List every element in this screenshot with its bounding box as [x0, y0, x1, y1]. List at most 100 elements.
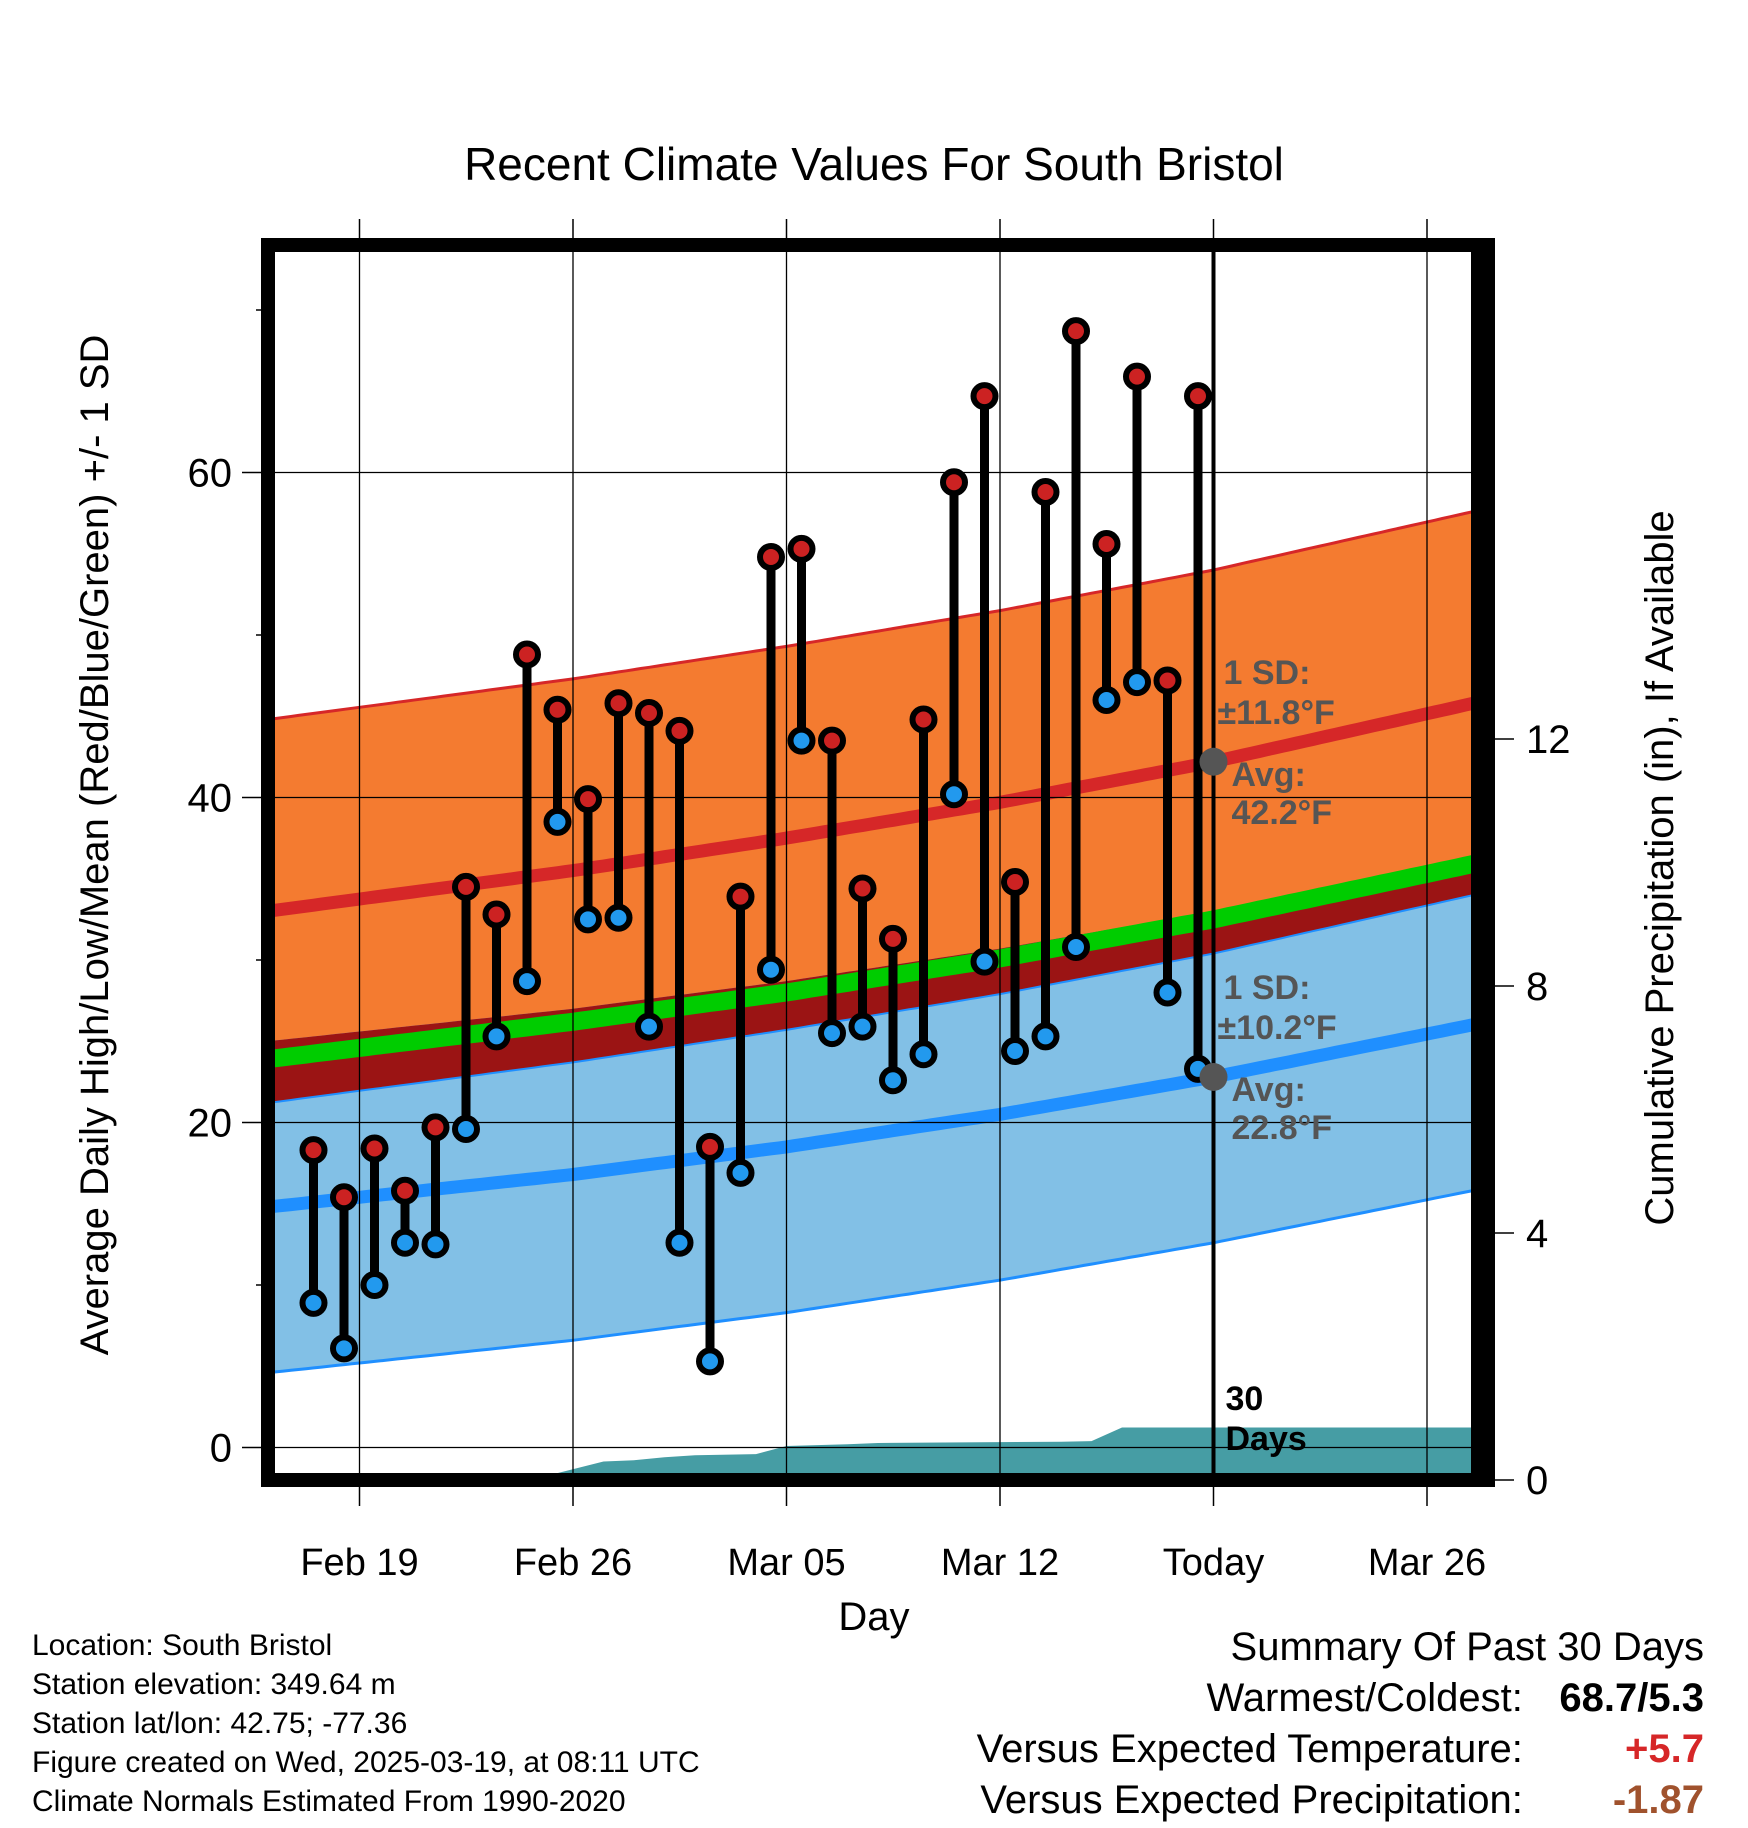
normal-low-line [270, 1017, 1478, 1214]
high-avg-label: Avg: [1232, 756, 1306, 794]
x-tick-label: Mar 26 [1368, 1542, 1486, 1584]
x-axis-label: Day [838, 1595, 909, 1639]
obs-low-point [1092, 686, 1121, 714]
mean-line [270, 853, 1478, 1068]
obs-high-point [1001, 868, 1029, 896]
location-text: Location: South Bristol [32, 1629, 333, 1662]
summary-temp-row: Versus Expected Temperature: +5.7 [977, 1724, 1704, 1775]
station-info: Location: South Bristol Station elevatio… [32, 1626, 700, 1821]
low-lower-edge [270, 1187, 1478, 1375]
latlon-text: Station lat/lon: 42.75; -77.36 [32, 1707, 408, 1740]
obs-high-point [1062, 317, 1090, 346]
obs-low-point [360, 1271, 389, 1299]
obs-low-point [787, 726, 816, 755]
high-upper-edge [270, 508, 1478, 721]
obs-high-point [787, 534, 816, 563]
obs-low-point [391, 1228, 419, 1257]
window-label-number: 30 [1226, 1380, 1264, 1418]
low-avg-label: Avg: [1232, 1071, 1306, 1109]
obs-low-point [1001, 1037, 1029, 1065]
obs-high-point [299, 1136, 328, 1165]
grid [270, 245, 1478, 1480]
obs-low-point [1062, 933, 1090, 961]
y2-axis: 0 4 8 12 [1488, 718, 1571, 1503]
obs-low-point [452, 1115, 480, 1143]
obs-low-point [513, 967, 541, 996]
obs-low-point [635, 1012, 663, 1041]
x-tick-label: Today [1163, 1542, 1264, 1584]
obs-high-point [604, 689, 633, 718]
obs-high-point [1184, 382, 1212, 411]
x-axis: Feb 19 Feb 26 Mar 05 Mar 12 Today Mar 26 [300, 219, 1486, 1584]
y2-tick-label: 0 [1526, 1459, 1548, 1503]
precip-value: -1.87 [1612, 1778, 1704, 1822]
plot-frame [261, 238, 1495, 1487]
temp-label: Versus Expected Temperature: [976, 1727, 1523, 1771]
low-avg-value: 22.8°F [1232, 1109, 1333, 1147]
obs-low-point [665, 1228, 694, 1257]
y-tick-label: 40 [188, 777, 233, 821]
obs-low-point [696, 1347, 724, 1376]
observations [299, 317, 1212, 1376]
normals-text: Climate Normals Estimated From 1990-2020 [32, 1785, 626, 1818]
obs-high-point [452, 872, 480, 901]
temp-value: +5.7 [1625, 1727, 1704, 1771]
precip-label: Versus Expected Precipitation: [980, 1778, 1523, 1822]
obs-high-point [360, 1134, 389, 1163]
chart-title: Recent Climate Values For South Bristol [464, 138, 1284, 190]
low-sd-label: 1 SD: [1224, 969, 1311, 1007]
obs-low-point [1031, 1022, 1060, 1051]
obs-low-point [330, 1334, 358, 1363]
obs-low-point [604, 903, 633, 932]
summary-panel: Summary Of Past 30 Days Warmest/Coldest:… [977, 1622, 1704, 1826]
obs-high-point [665, 716, 694, 745]
obs-high-point [818, 726, 846, 755]
x-tick-label: Feb 26 [514, 1542, 632, 1584]
x-tick-label: Feb 19 [300, 1542, 418, 1584]
obs-high-point [696, 1132, 724, 1161]
obs-high-point [1092, 530, 1121, 558]
obs-low-point [1123, 668, 1151, 697]
precip-area [270, 1427, 1478, 1480]
obs-low-point [848, 1012, 877, 1041]
obs-high-point [970, 382, 999, 411]
today-high-normal-dot [1199, 747, 1228, 776]
obs-high-point [1153, 666, 1182, 695]
obs-low-point [818, 1019, 846, 1048]
y-axis: 0 20 40 60 [188, 309, 268, 1471]
warmest-label: Warmest/Coldest: [1206, 1676, 1523, 1720]
high-sd-value: ±11.8°F [1218, 694, 1335, 732]
created-text: Figure created on Wed, 2025-03-19, at 08… [32, 1746, 700, 1779]
window-label-unit: Days [1226, 1420, 1307, 1458]
low-sd-value: ±10.2°F [1218, 1009, 1337, 1047]
y2-tick-label: 12 [1526, 718, 1571, 762]
obs-low-point [757, 955, 785, 984]
plot-clip-group [270, 245, 1478, 1480]
warmest-value: 68.7/5.3 [1559, 1676, 1704, 1720]
obs-high-point [879, 924, 907, 953]
obs-high-point [574, 785, 602, 814]
y-axis-label: Average Daily High/Low/Mean (Red/Blue/Gr… [73, 335, 117, 1356]
obs-high-point [1123, 362, 1151, 391]
obs-high-point [909, 705, 938, 734]
elevation-text: Station elevation: 349.64 m [32, 1668, 396, 1701]
y2-tick-label: 4 [1526, 1212, 1548, 1256]
obs-high-point [726, 882, 755, 911]
obs-high-point [848, 874, 877, 903]
summary-precip-row: Versus Expected Precipitation: -1.87 [977, 1775, 1704, 1826]
obs-high-point [391, 1176, 419, 1205]
obs-low-point [421, 1230, 450, 1259]
obs-high-point [757, 543, 785, 571]
y2-axis-label: Cumulative Precipitation (in), If Availa… [1638, 510, 1682, 1225]
obs-low-point [482, 1022, 511, 1051]
obs-high-point [940, 468, 968, 497]
obs-low-point [909, 1040, 938, 1069]
y-tick-label: 0 [210, 1427, 232, 1471]
obs-low-point [1153, 978, 1182, 1007]
y-tick-label: 20 [188, 1102, 233, 1146]
high-lower-edge [270, 893, 1478, 1104]
summary-warmest-row: Warmest/Coldest: 68.7/5.3 [977, 1673, 1705, 1724]
high-sd-label: 1 SD: [1224, 654, 1311, 692]
